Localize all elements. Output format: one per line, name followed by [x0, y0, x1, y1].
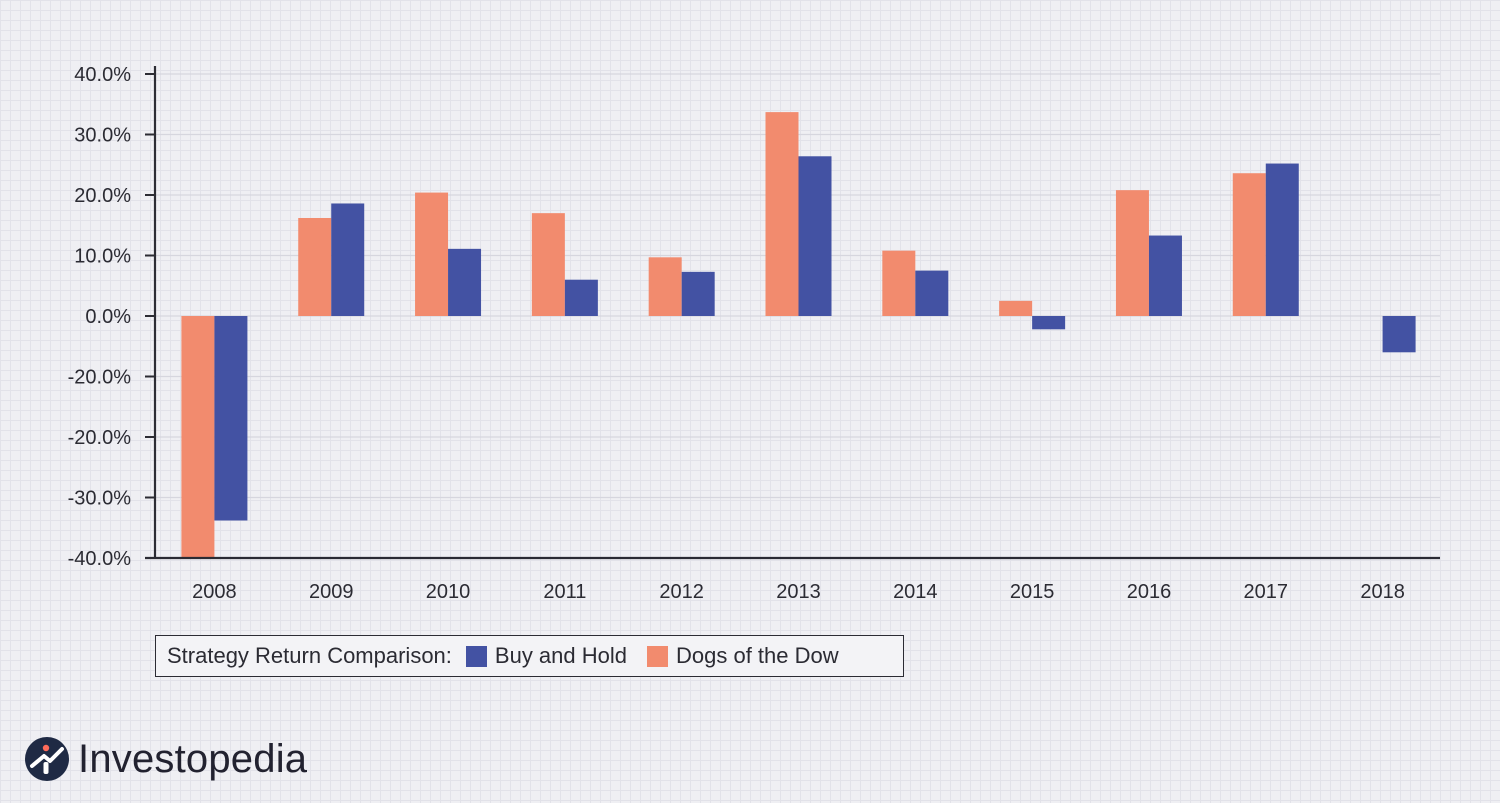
brand-name: Investopedia — [78, 736, 308, 781]
brand: Investopedia — [24, 734, 307, 784]
legend-swatch — [647, 645, 668, 667]
bars — [181, 112, 1416, 558]
y-tick-label: 30.0% — [74, 125, 131, 147]
legend: Strategy Return Comparison: Buy and Hold… — [155, 635, 904, 677]
legend-label: Dogs of the Dow — [676, 643, 839, 668]
bar-buy-and-hold-2010 — [448, 248, 482, 316]
bar-buy-and-hold-2018 — [1382, 316, 1416, 353]
x-tick-label: 2010 — [426, 581, 471, 603]
x-tick-label: 2013 — [776, 581, 821, 603]
legend-title: Strategy Return Comparison: — [167, 643, 452, 668]
y-tick-label: -20.0% — [68, 367, 132, 389]
y-axis-ticks: 40.0% 30.0% 20.0% 10.0% 0.0% -20.0% -20.0% -30.… — [68, 64, 155, 570]
legend-item-buy-and-hold: Buy and Hold — [465, 643, 627, 669]
bar-dogs-of-the-dow-2015 — [999, 300, 1033, 316]
bar-dogs-of-the-dow-2008 — [181, 316, 215, 558]
y-tick-label: 10.0% — [74, 246, 131, 268]
y-tick-label: 20.0% — [74, 185, 131, 207]
x-tick-label: 2012 — [659, 581, 704, 603]
x-axis-ticks: 2008 2009 2010 2011 2012 2013 2014 2015 2016 2017… — [192, 581, 1405, 603]
y-tick-label: -40.0% — [68, 548, 132, 570]
x-tick-label: 2011 — [543, 581, 586, 603]
x-tick-label: 2018 — [1360, 581, 1405, 603]
bar-buy-and-hold-2014 — [915, 270, 949, 316]
y-tick-label: 40.0% — [74, 64, 131, 86]
bar-buy-and-hold-2011 — [564, 279, 598, 316]
investopedia-logo-icon — [25, 737, 69, 781]
axes — [145, 66, 1440, 560]
legend-item-dogs-of-the-dow: Dogs of the Dow — [647, 643, 839, 669]
x-tick-label: 2014 — [893, 581, 938, 603]
bar-dogs-of-the-dow-2010 — [415, 192, 449, 316]
y-tick-label: 0.0% — [85, 306, 131, 328]
bar-dogs-of-the-dow-2016 — [1115, 190, 1149, 316]
legend-swatch — [465, 645, 487, 667]
bar-dogs-of-the-dow-2009 — [298, 217, 332, 316]
bar-dogs-of-the-dow-2013 — [765, 112, 799, 317]
legend-label: Buy and Hold — [494, 643, 627, 668]
x-tick-label: 2009 — [309, 581, 354, 603]
bar-buy-and-hold-2008 — [214, 316, 248, 521]
y-tick-label: -30.0% — [68, 488, 132, 510]
y-tick-label: -20.0% — [68, 427, 132, 449]
bar-dogs-of-the-dow-2014 — [882, 250, 916, 316]
bar-buy-and-hold-2017 — [1265, 163, 1299, 316]
bar-dogs-of-the-dow-2012 — [648, 257, 682, 316]
x-tick-label: 2017 — [1244, 581, 1289, 603]
bar-buy-and-hold-2009 — [331, 203, 365, 316]
x-tick-label: 2008 — [192, 581, 237, 603]
bar-buy-and-hold-2015 — [1032, 316, 1066, 330]
bar-dogs-of-the-dow-2011 — [531, 213, 565, 316]
bar-buy-and-hold-2013 — [798, 156, 832, 316]
bar-dogs-of-the-dow-2017 — [1232, 173, 1266, 316]
bar-buy-and-hold-2012 — [681, 271, 715, 316]
x-tick-label: 2016 — [1127, 581, 1172, 603]
x-tick-label: 2015 — [1010, 581, 1055, 603]
bar-buy-and-hold-2016 — [1148, 235, 1182, 316]
